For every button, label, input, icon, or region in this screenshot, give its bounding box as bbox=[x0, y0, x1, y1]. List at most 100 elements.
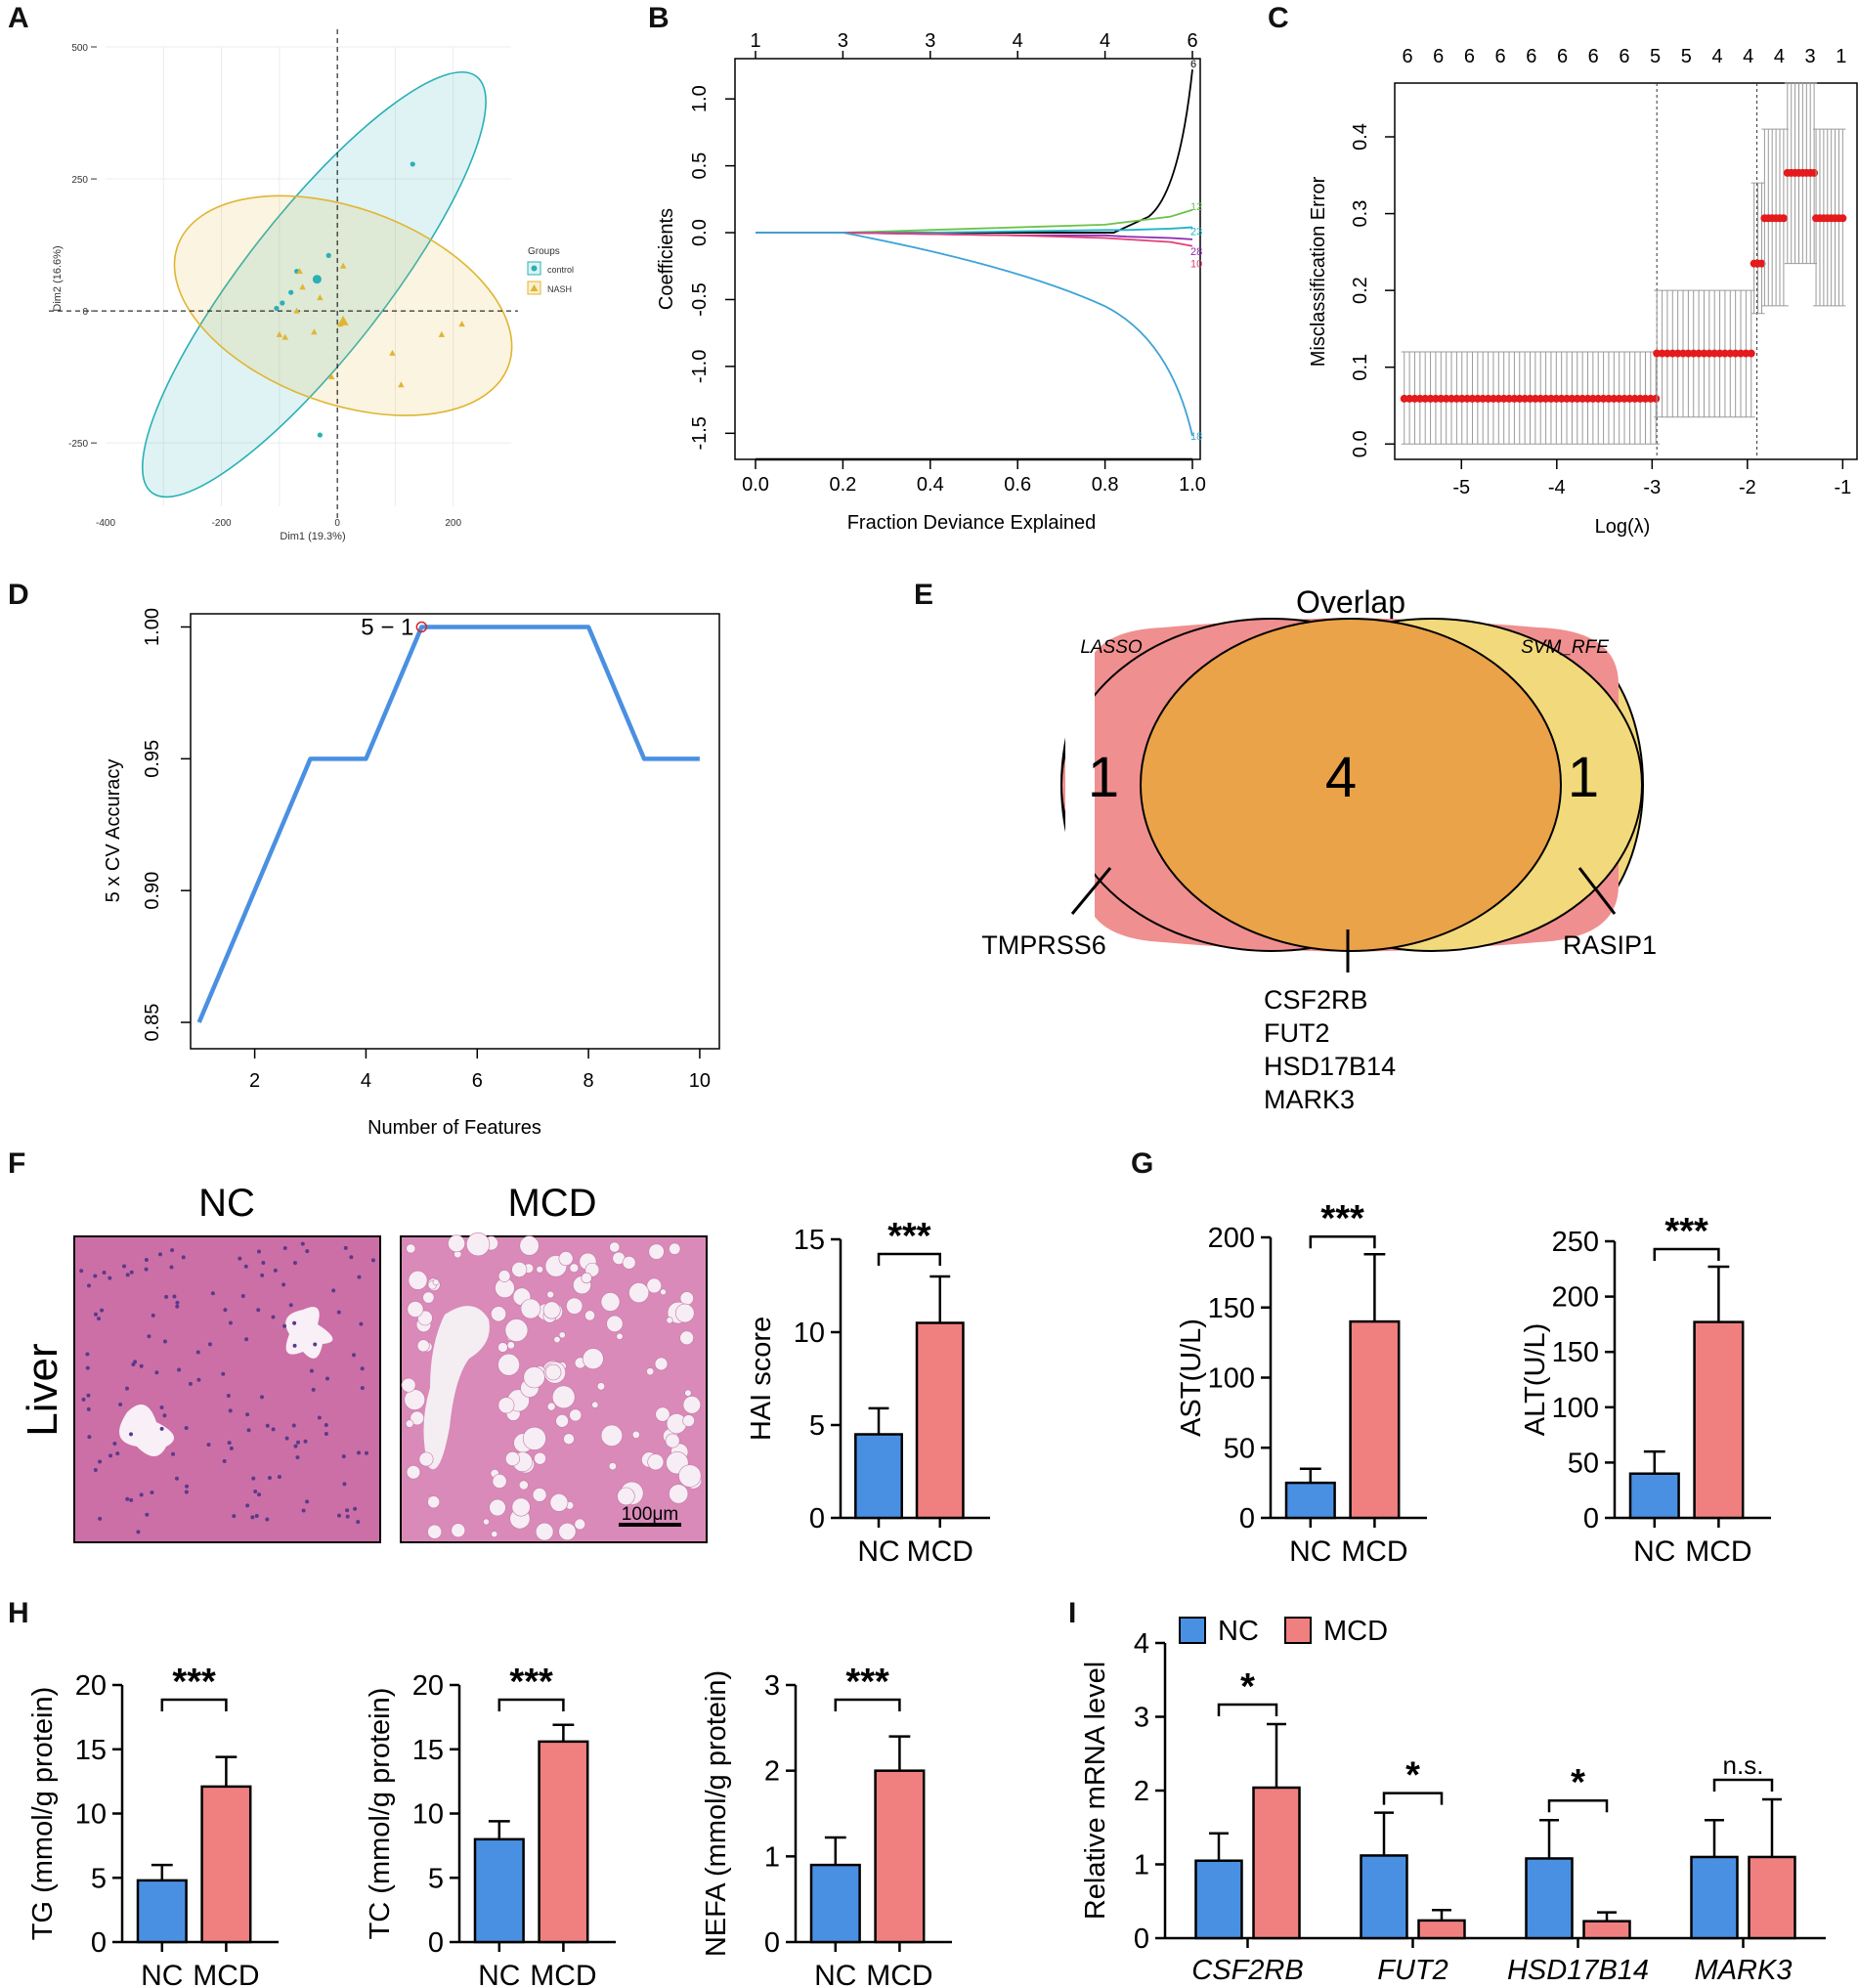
hepatocyte-nucleus bbox=[184, 1490, 189, 1494]
mrna-gene-label: CSF2RB bbox=[1191, 1955, 1303, 1986]
lasso-path-label: 6 bbox=[1190, 59, 1196, 70]
hepatocyte-nucleus bbox=[164, 1294, 169, 1299]
hepatocyte-nucleus bbox=[271, 1427, 276, 1432]
legend-label-mcd: MCD bbox=[1323, 1616, 1388, 1647]
significance-bracket bbox=[834, 1698, 901, 1711]
pca-point-nash bbox=[296, 268, 303, 275]
cv-error-point bbox=[1652, 394, 1661, 403]
hepatocyte-nucleus bbox=[267, 1476, 272, 1481]
ellipse-nash bbox=[173, 194, 513, 416]
hepatocyte-nucleus bbox=[181, 1255, 186, 1260]
bar-y-tick: 15 bbox=[412, 1735, 444, 1766]
hepatocyte-nucleus bbox=[292, 1343, 297, 1348]
svm-x-tick: 6 bbox=[472, 1070, 483, 1092]
cv-top-tick: 4 bbox=[1743, 46, 1753, 67]
venn-gene-shared: HSD17B14 bbox=[1264, 1052, 1396, 1081]
svm-x-tick: 10 bbox=[689, 1070, 711, 1092]
bar-nc bbox=[473, 1837, 525, 1944]
hepatocyte-nucleus bbox=[85, 1352, 90, 1357]
lasso-y-tick: 0.5 bbox=[689, 152, 711, 180]
pca-point-nash bbox=[398, 381, 405, 388]
hepatocyte-nucleus bbox=[159, 1405, 164, 1410]
ast-chart: 0 50 100 150 200 NC MCD *** AST(U/L) bbox=[1176, 1198, 1427, 1568]
hepatocyte-nucleus bbox=[245, 1503, 250, 1508]
lipid-droplet bbox=[622, 1255, 636, 1270]
lipid-droplet bbox=[535, 1522, 554, 1541]
hepatocyte-nucleus bbox=[112, 1441, 117, 1446]
pca-plot: -400 -200 0 200 500 250 0 -250 Dim1 (19.… bbox=[49, 29, 574, 542]
lasso-y-label: Coefficients bbox=[656, 208, 677, 310]
lasso-path-label: 23 bbox=[1190, 227, 1202, 238]
hepatocyte-nucleus bbox=[305, 1249, 310, 1254]
pca-x-tick: 200 bbox=[445, 518, 461, 529]
hepatocyte-nucleus bbox=[221, 1371, 226, 1376]
lasso-x-tick: 0.4 bbox=[917, 474, 944, 496]
hepatocyte-nucleus bbox=[303, 1439, 308, 1444]
lasso-y-tick: -1.5 bbox=[689, 416, 711, 450]
cv-top-tick: 6 bbox=[1526, 46, 1536, 67]
cv-top-tick: 6 bbox=[1557, 46, 1568, 67]
mrna-bar-nc bbox=[1194, 1859, 1243, 1940]
lasso-y-tick: 0.0 bbox=[689, 219, 711, 246]
cv-top-tick: 4 bbox=[1774, 46, 1785, 67]
hepatocyte-nucleus bbox=[129, 1497, 134, 1502]
hepatocyte-nucleus bbox=[360, 1366, 365, 1371]
hepatocyte-nucleus bbox=[86, 1283, 91, 1288]
lipid-droplet bbox=[684, 1389, 692, 1397]
cv-x-tick: -5 bbox=[1452, 477, 1470, 498]
lipid-droplet bbox=[497, 1353, 520, 1376]
hepatocyte-nucleus bbox=[251, 1476, 256, 1481]
mrna-bar-nc bbox=[1360, 1854, 1408, 1940]
bar-y-tick: 15 bbox=[75, 1735, 107, 1766]
lipid-droplet bbox=[506, 1341, 515, 1350]
pca-legend-title: Groups bbox=[528, 246, 560, 257]
cv-error-point bbox=[1747, 349, 1755, 358]
lipid-droplet bbox=[584, 1310, 596, 1321]
mrna-gene-label: HSD17B14 bbox=[1507, 1955, 1649, 1986]
lipid-droplet bbox=[558, 1331, 566, 1339]
hepatocyte-nucleus bbox=[345, 1514, 350, 1519]
lipid-droplet bbox=[536, 1266, 543, 1274]
svm-x-tick: 2 bbox=[249, 1070, 260, 1092]
hepatocyte-nucleus bbox=[257, 1249, 262, 1254]
mrna-bar-mcd bbox=[1417, 1919, 1466, 1940]
lipid-droplet bbox=[406, 1465, 421, 1480]
lipid-droplet bbox=[558, 1251, 574, 1267]
bar-y-tick: 10 bbox=[794, 1318, 825, 1349]
lasso-x-label: Fraction Deviance Explained bbox=[847, 512, 1097, 534]
cv-x-tick: -4 bbox=[1548, 477, 1566, 498]
lipid-droplet bbox=[591, 1401, 599, 1408]
cv-error-bars bbox=[1400, 82, 1847, 445]
mrna-chart: NC MCD 0 1 2 3 4 CSF2RB * FUT2 * HSD17B14 * MARK3 n.… bbox=[1080, 1616, 1826, 1986]
hepatocyte-nucleus bbox=[118, 1402, 123, 1406]
hepatocyte-nucleus bbox=[98, 1459, 103, 1464]
bar-y-tick: 150 bbox=[1552, 1337, 1599, 1368]
hepatocyte-nucleus bbox=[301, 1508, 306, 1513]
lipid-droplet bbox=[682, 1396, 702, 1414]
panel-label-e: E bbox=[914, 579, 933, 611]
bar-y-tick: 200 bbox=[1208, 1223, 1255, 1254]
lipid-droplet bbox=[534, 1451, 546, 1465]
svm-optimum-label: 5 − 1 bbox=[361, 614, 413, 640]
lipid-droplets bbox=[401, 1232, 703, 1541]
bar-mcd bbox=[200, 1785, 252, 1944]
lipid-droplet bbox=[647, 1453, 665, 1471]
venn-set-label-svm: SVM_RFE bbox=[1521, 637, 1609, 658]
panel-label-g: G bbox=[1131, 1147, 1153, 1180]
hepatocyte-nucleus bbox=[336, 1513, 341, 1518]
hepatocyte-nucleus bbox=[265, 1423, 270, 1428]
lipid-droplet bbox=[617, 1487, 635, 1506]
hepatocyte-nucleus bbox=[352, 1353, 357, 1358]
bar-y-tick: 5 bbox=[809, 1410, 825, 1442]
lasso-path-label: 18 bbox=[1190, 431, 1202, 443]
histology-row-label: Liver bbox=[19, 1343, 66, 1436]
bar-category-label: NC bbox=[141, 1960, 183, 1988]
bar-y-tick: 5 bbox=[91, 1863, 107, 1894]
lasso-top-tick: 3 bbox=[838, 30, 848, 52]
hepatocyte-nucleus bbox=[254, 1513, 259, 1518]
mrna-bar-mcd bbox=[1582, 1920, 1631, 1940]
hepatocyte-nucleus bbox=[85, 1365, 90, 1370]
lipid-droplet bbox=[609, 1241, 621, 1253]
hepatocyte-nucleus bbox=[108, 1453, 113, 1458]
lipid-droplet bbox=[669, 1242, 681, 1255]
